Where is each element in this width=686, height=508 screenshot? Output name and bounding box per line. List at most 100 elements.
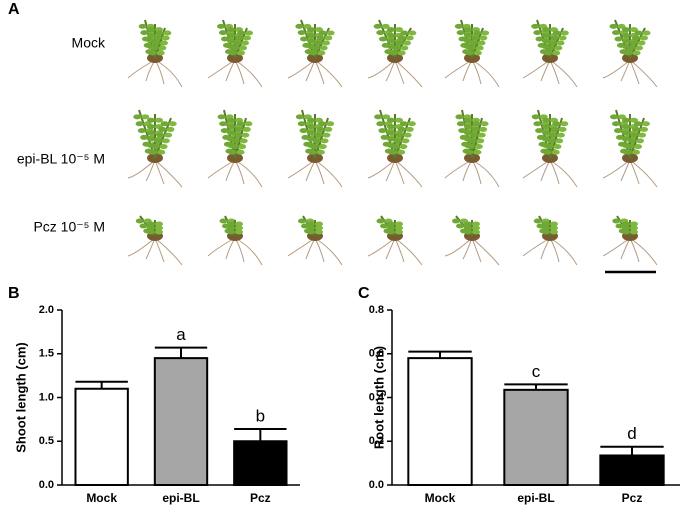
leaf xyxy=(535,36,544,42)
leaf xyxy=(152,40,160,46)
root xyxy=(462,159,473,182)
leaf xyxy=(548,40,557,46)
leaf xyxy=(550,35,559,41)
leaf xyxy=(235,229,243,235)
leaf xyxy=(139,223,148,229)
leaf xyxy=(147,225,155,231)
leaf xyxy=(612,121,620,127)
leaf xyxy=(233,132,242,138)
leaf xyxy=(297,121,306,127)
x-tick-label: epi-BL xyxy=(517,491,554,505)
leaf xyxy=(464,124,472,130)
panel-label: C xyxy=(358,285,370,302)
leaf xyxy=(634,121,642,127)
leaf xyxy=(473,149,482,155)
leaf xyxy=(373,23,382,29)
leaf xyxy=(147,124,155,130)
leaf xyxy=(395,132,404,138)
leaf xyxy=(542,229,550,235)
leaf xyxy=(473,50,482,56)
leaf xyxy=(140,134,149,140)
leaf xyxy=(455,114,464,120)
leaf xyxy=(531,23,540,29)
leaf xyxy=(479,35,488,41)
leaf xyxy=(464,117,472,123)
leaf xyxy=(307,130,315,136)
plant xyxy=(367,215,423,266)
root xyxy=(207,237,236,257)
leaf xyxy=(309,50,318,56)
root xyxy=(234,159,245,185)
leaf xyxy=(147,130,155,136)
plant xyxy=(522,215,578,266)
leaf xyxy=(161,138,170,144)
bar xyxy=(233,440,288,486)
plant xyxy=(367,109,423,188)
leaf xyxy=(300,36,308,42)
leaf xyxy=(542,130,550,136)
leaf xyxy=(239,138,248,144)
leaf xyxy=(307,124,315,130)
stem xyxy=(234,117,247,159)
y-tick-label: 0.0 xyxy=(39,479,54,491)
panel-label: B xyxy=(8,285,20,302)
plant xyxy=(522,109,578,188)
leaf xyxy=(624,50,633,56)
leaf xyxy=(220,128,229,134)
leaf xyxy=(640,126,648,132)
leaf xyxy=(630,225,638,231)
root xyxy=(549,237,560,263)
root xyxy=(471,159,482,185)
root xyxy=(394,237,423,266)
significance-letter: b xyxy=(256,406,265,425)
leaf xyxy=(545,144,554,150)
leaf xyxy=(233,40,241,46)
plant xyxy=(127,109,183,188)
leaf xyxy=(622,136,630,142)
leaf xyxy=(477,132,486,138)
root xyxy=(471,237,500,266)
leaf xyxy=(397,50,406,56)
plant xyxy=(287,109,343,188)
leaf xyxy=(147,32,155,38)
leaf xyxy=(397,35,406,41)
plant xyxy=(444,19,500,88)
leaf xyxy=(155,117,163,123)
leaf xyxy=(147,117,155,123)
leaf xyxy=(632,35,640,41)
leaf xyxy=(316,126,325,132)
root xyxy=(234,159,263,188)
leaf xyxy=(476,138,485,144)
root xyxy=(385,59,396,82)
leaf xyxy=(407,121,416,127)
leaf xyxy=(244,121,253,127)
leaf xyxy=(544,50,553,56)
leaf xyxy=(464,32,472,38)
leaf xyxy=(395,221,403,227)
leaf xyxy=(318,144,327,150)
leaf xyxy=(616,134,624,140)
leaf xyxy=(560,121,569,127)
leaf xyxy=(133,114,142,120)
leaf xyxy=(161,35,170,41)
leaf xyxy=(622,117,630,123)
leaf xyxy=(469,132,478,138)
leaf xyxy=(322,40,330,46)
leaf xyxy=(629,40,638,46)
leaf xyxy=(387,229,395,235)
root xyxy=(444,159,473,179)
leaf xyxy=(395,117,403,123)
leaf xyxy=(374,114,383,120)
leaf xyxy=(622,130,630,136)
root xyxy=(154,159,183,188)
root xyxy=(314,159,343,188)
leaf xyxy=(378,128,387,134)
leaf xyxy=(464,130,472,136)
leaf xyxy=(389,149,398,155)
leaf xyxy=(219,218,228,224)
leaf xyxy=(635,45,643,51)
leaf xyxy=(319,45,328,51)
leaf xyxy=(241,40,249,46)
leaf xyxy=(542,27,550,33)
leaf xyxy=(391,144,400,150)
